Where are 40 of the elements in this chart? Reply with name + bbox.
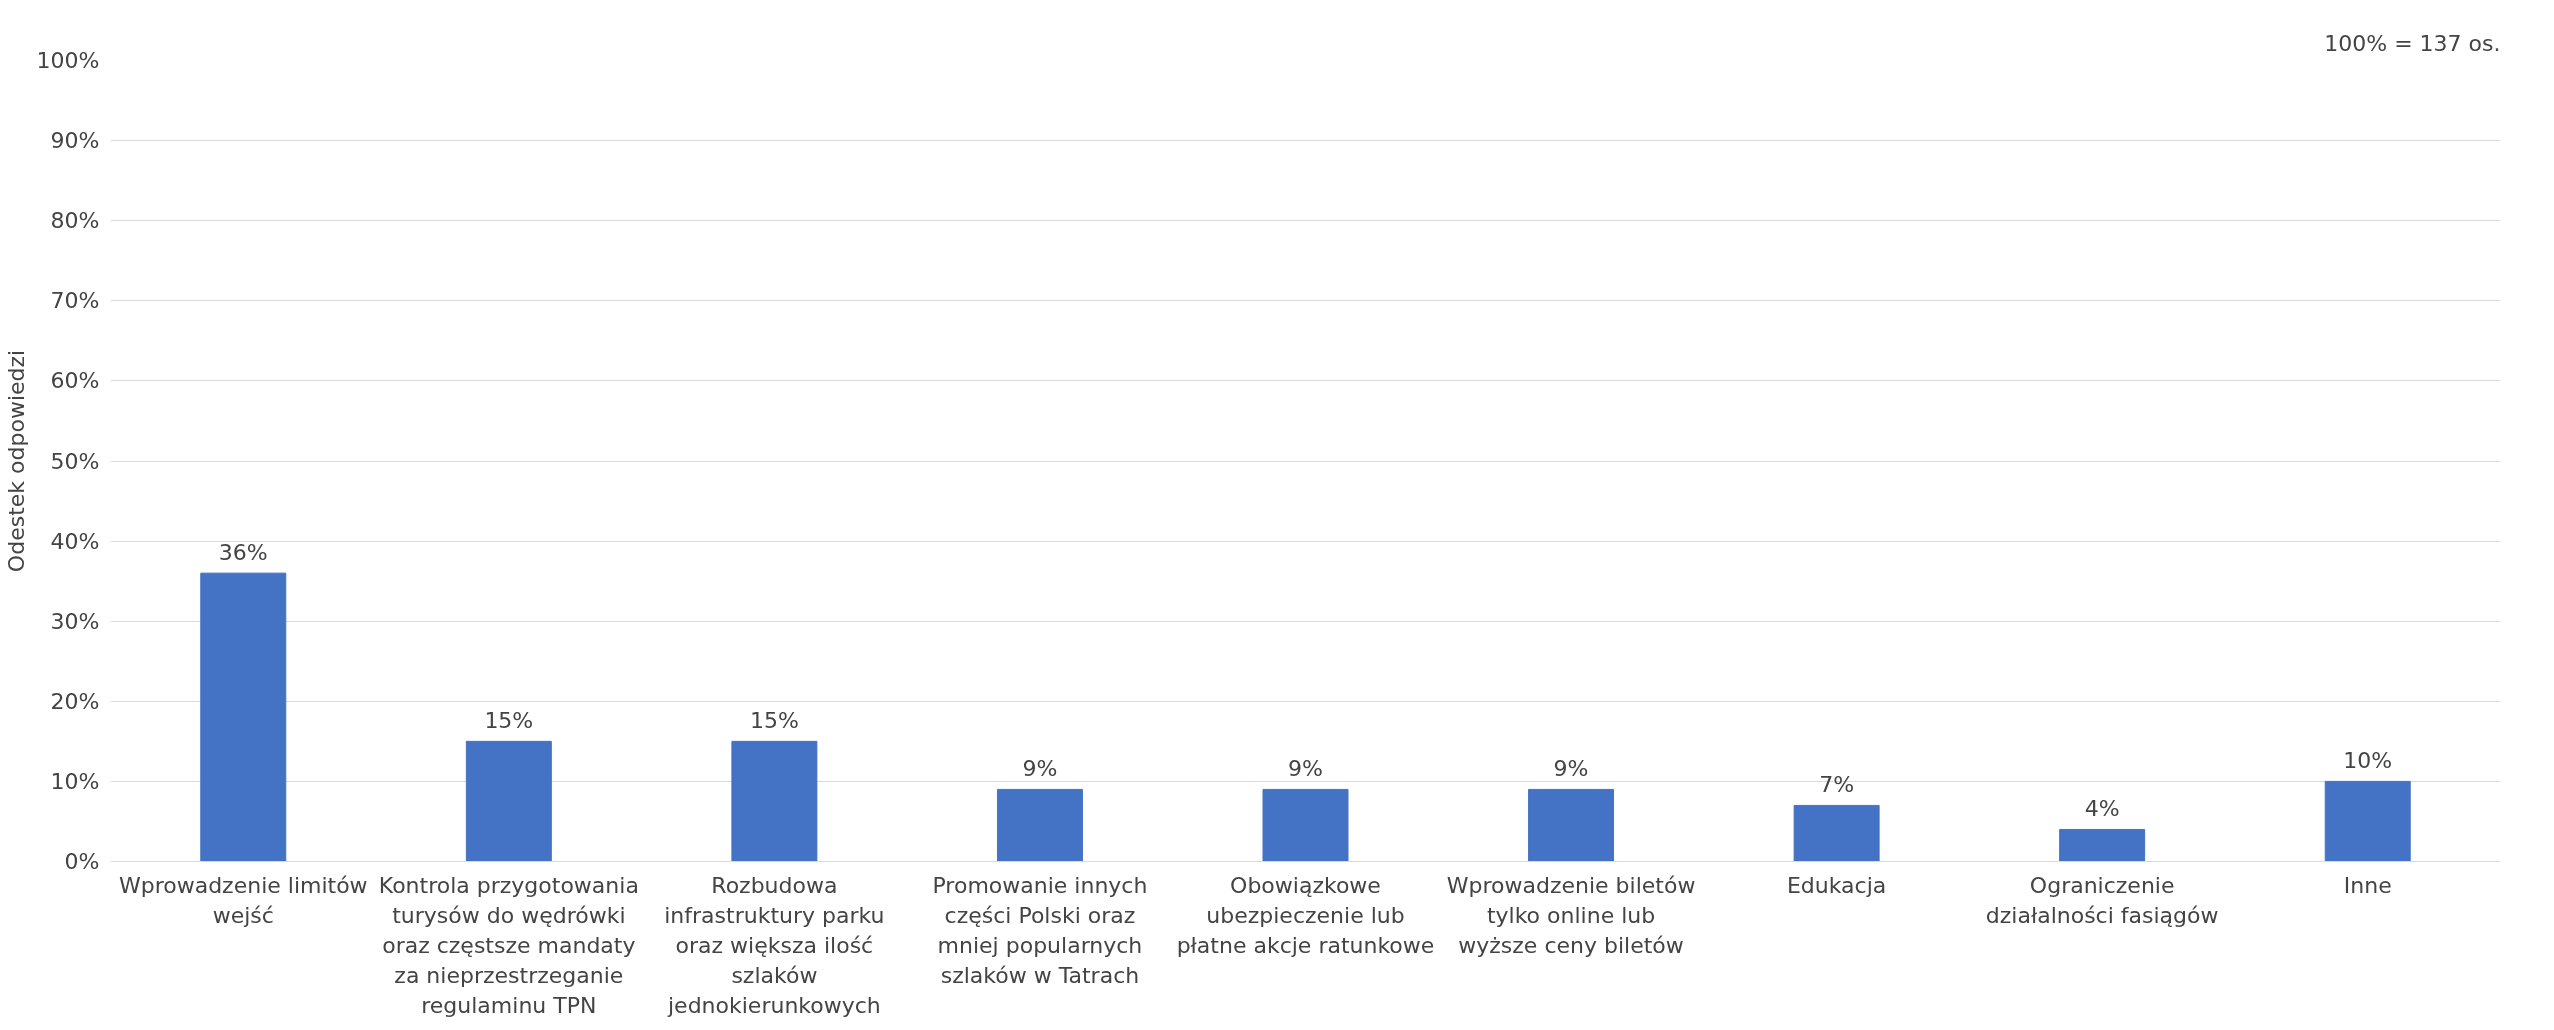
- text: 100% = 137 os.: [2324, 30, 2501, 56]
- y-tick-label: 50%: [50, 448, 100, 474]
- y-tick-label: 90%: [50, 128, 100, 154]
- data-label: 9%: [1288, 756, 1323, 782]
- data-label: 36%: [218, 540, 268, 566]
- y-tick-label: 80%: [50, 208, 100, 234]
- x-tick-label: Obowiązkowe ubezpieczenie lub płatne akcje ratunkowe: [1176, 872, 1435, 958]
- data-label: 7%: [1819, 772, 1855, 798]
- y-axis-title: Odestek odpowiedzi: [3, 349, 29, 573]
- bar: [1528, 788, 1615, 862]
- data-label: 10%: [2343, 748, 2393, 774]
- x-tick-label: Kontrola przygotowania turysów do wędrówki oraz częstsze mandaty za nieprzestrzeganie regulaminu TPN: [378, 872, 639, 1018]
- bar: [1793, 804, 1880, 862]
- x-tick-label: Ograniczenie działalności fasiągów: [1985, 872, 2219, 928]
- x-tick-label: Inne: [2343, 872, 2392, 898]
- bar: [996, 788, 1083, 862]
- bar: [200, 572, 287, 862]
- y-tick-label: 40%: [50, 528, 100, 554]
- data-label: 15%: [749, 708, 799, 734]
- x-tick-label: Wprowadzenie limitów wejść: [118, 872, 368, 928]
- data-label: 15%: [484, 708, 534, 734]
- y-tick-label: 70%: [50, 288, 100, 314]
- y-tick-label: 30%: [50, 608, 100, 634]
- y-tick-label: 10%: [50, 768, 100, 794]
- data-label: 4%: [2084, 796, 2120, 822]
- y-tick-label: 20%: [50, 688, 100, 714]
- y-tick-label: 0%: [64, 849, 100, 874]
- x-tick-label: Wprowadzenie biletów tylko online lub wyższe ceny biletów: [1446, 872, 1696, 958]
- bar: [1262, 788, 1349, 862]
- x-tick-label: Rozbudowa infrastruktury parku oraz większa ilość szlaków jednokierunkowych: [664, 872, 885, 1018]
- x-tick-label: Promowanie innych części Polski oraz mniej popularnych szlaków w Tatrach: [932, 872, 1148, 988]
- x-tick-label: Edukacja: [1786, 872, 1887, 898]
- bar: [2059, 828, 2146, 862]
- y-tick-label: 100%: [36, 48, 100, 73]
- bar: [2324, 780, 2411, 862]
- data-label: 9%: [1553, 756, 1589, 782]
- bar: [731, 740, 818, 862]
- data-label: 9%: [1022, 756, 1058, 782]
- bar: [465, 740, 552, 862]
- y-tick-label: 60%: [50, 368, 100, 394]
